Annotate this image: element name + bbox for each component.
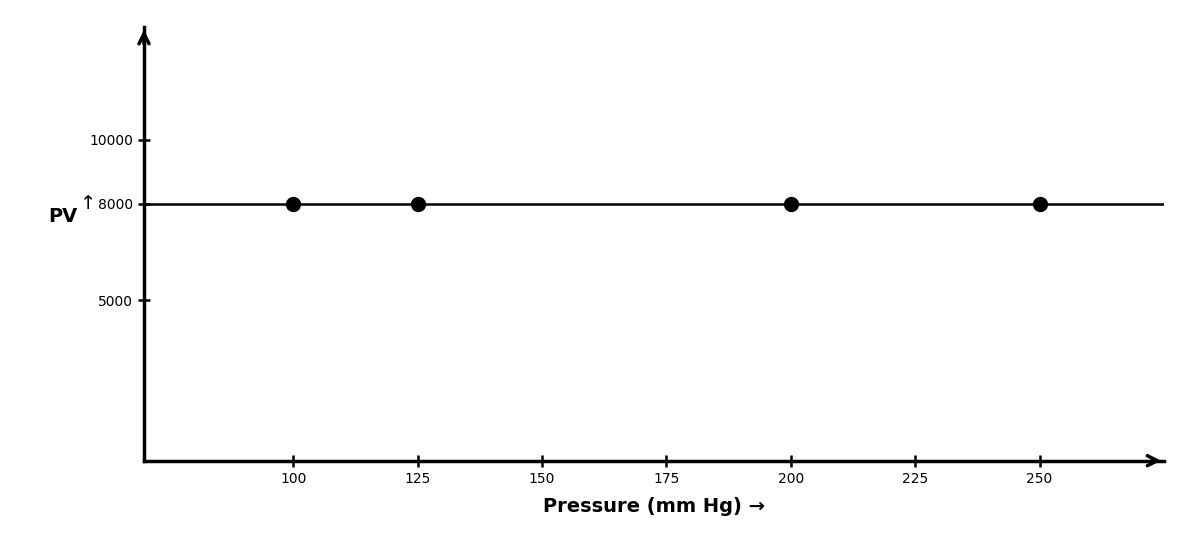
Text: ↑: ↑ xyxy=(79,194,96,213)
X-axis label: Pressure (mm Hg) →: Pressure (mm Hg) → xyxy=(542,497,766,516)
Point xyxy=(781,199,800,208)
Point xyxy=(408,199,427,208)
Point xyxy=(1030,199,1049,208)
Point xyxy=(283,199,302,208)
Text: PV: PV xyxy=(48,207,77,226)
